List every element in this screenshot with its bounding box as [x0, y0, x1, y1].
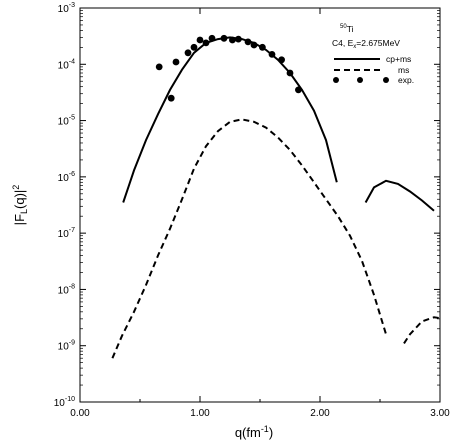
exp-data-point [220, 34, 228, 42]
legend-marker-3 [383, 77, 389, 83]
x-tick-label: 3.00 [430, 408, 450, 419]
legend-label-cp-ms: cp+ms [386, 54, 411, 64]
exp-data-point [167, 94, 175, 102]
transition-prefix: C4, E [332, 38, 354, 48]
legend-label-exp: exp. [398, 75, 414, 85]
y-axis-label: |FL(q)|2 [11, 185, 29, 226]
legend: cp+ms ms exp. [333, 54, 414, 85]
exp-data-point [184, 49, 192, 57]
exp-data-point [229, 36, 236, 44]
nucleus-mass-number: 50 [340, 24, 347, 30]
transition-value: =2.675MeV [356, 38, 400, 48]
y-tick-label: 10-3 [58, 2, 75, 15]
exp-data-point [286, 69, 294, 77]
plot-frame [79, 7, 441, 403]
x-axis-label: q(fm-1) [235, 424, 273, 440]
y-tick-label: 10-4 [58, 58, 75, 71]
x-tick-label: 1.00 [190, 408, 210, 419]
series-ms-curve [403, 316, 441, 344]
annotation: 50Ti C4, Ex=2.675MeV [332, 24, 400, 50]
exp-data-point [295, 86, 302, 94]
exp-data-point [259, 43, 266, 51]
transition-sub: x [353, 44, 356, 50]
exp-data-point [268, 51, 276, 58]
y-tick-label: 10-7 [58, 227, 75, 240]
legend-marker-2 [357, 77, 363, 83]
svg-text:50Ti: 50Ti [340, 24, 354, 34]
exp-data-point [244, 38, 252, 46]
nucleus-name: Ti [347, 24, 354, 34]
series-ms-curve [111, 118, 387, 359]
svg-text:C4, Ex=2.675MeV: C4, Ex=2.675MeV [332, 38, 400, 50]
exp-data-point [208, 34, 216, 42]
series-cp-ms-curve [364, 179, 435, 212]
series-cp-ms-curve [122, 36, 338, 203]
y-tick-label: 10-10 [54, 396, 75, 409]
series-lines [111, 36, 441, 359]
x-tick-label: 2.00 [310, 408, 330, 419]
legend-marker-1 [333, 77, 339, 83]
exp-data-point [190, 43, 198, 51]
legend-label-ms: ms [398, 65, 409, 75]
y-tick-label: 10-9 [58, 340, 75, 353]
y-ticks: 10-10 10-9 10-8 10-7 10-6 10-5 10-4 10-3 [54, 2, 440, 409]
exp-data-point [155, 63, 163, 71]
x-ticks: 0.00 1.00 2.00 3.00 [70, 8, 450, 419]
exp-data-point [196, 36, 204, 44]
exp-data-point [250, 41, 258, 49]
exp-data-point [235, 35, 242, 43]
y-tick-label: 10-6 [58, 171, 75, 184]
y-tick-label: 10-5 [58, 115, 75, 128]
y-tick-label: 10-8 [58, 283, 75, 296]
x-tick-label: 0.00 [70, 408, 90, 419]
exp-data-point [172, 58, 180, 66]
exp-data-point [202, 39, 210, 47]
experimental-points [155, 34, 302, 102]
exp-data-point [278, 56, 285, 64]
